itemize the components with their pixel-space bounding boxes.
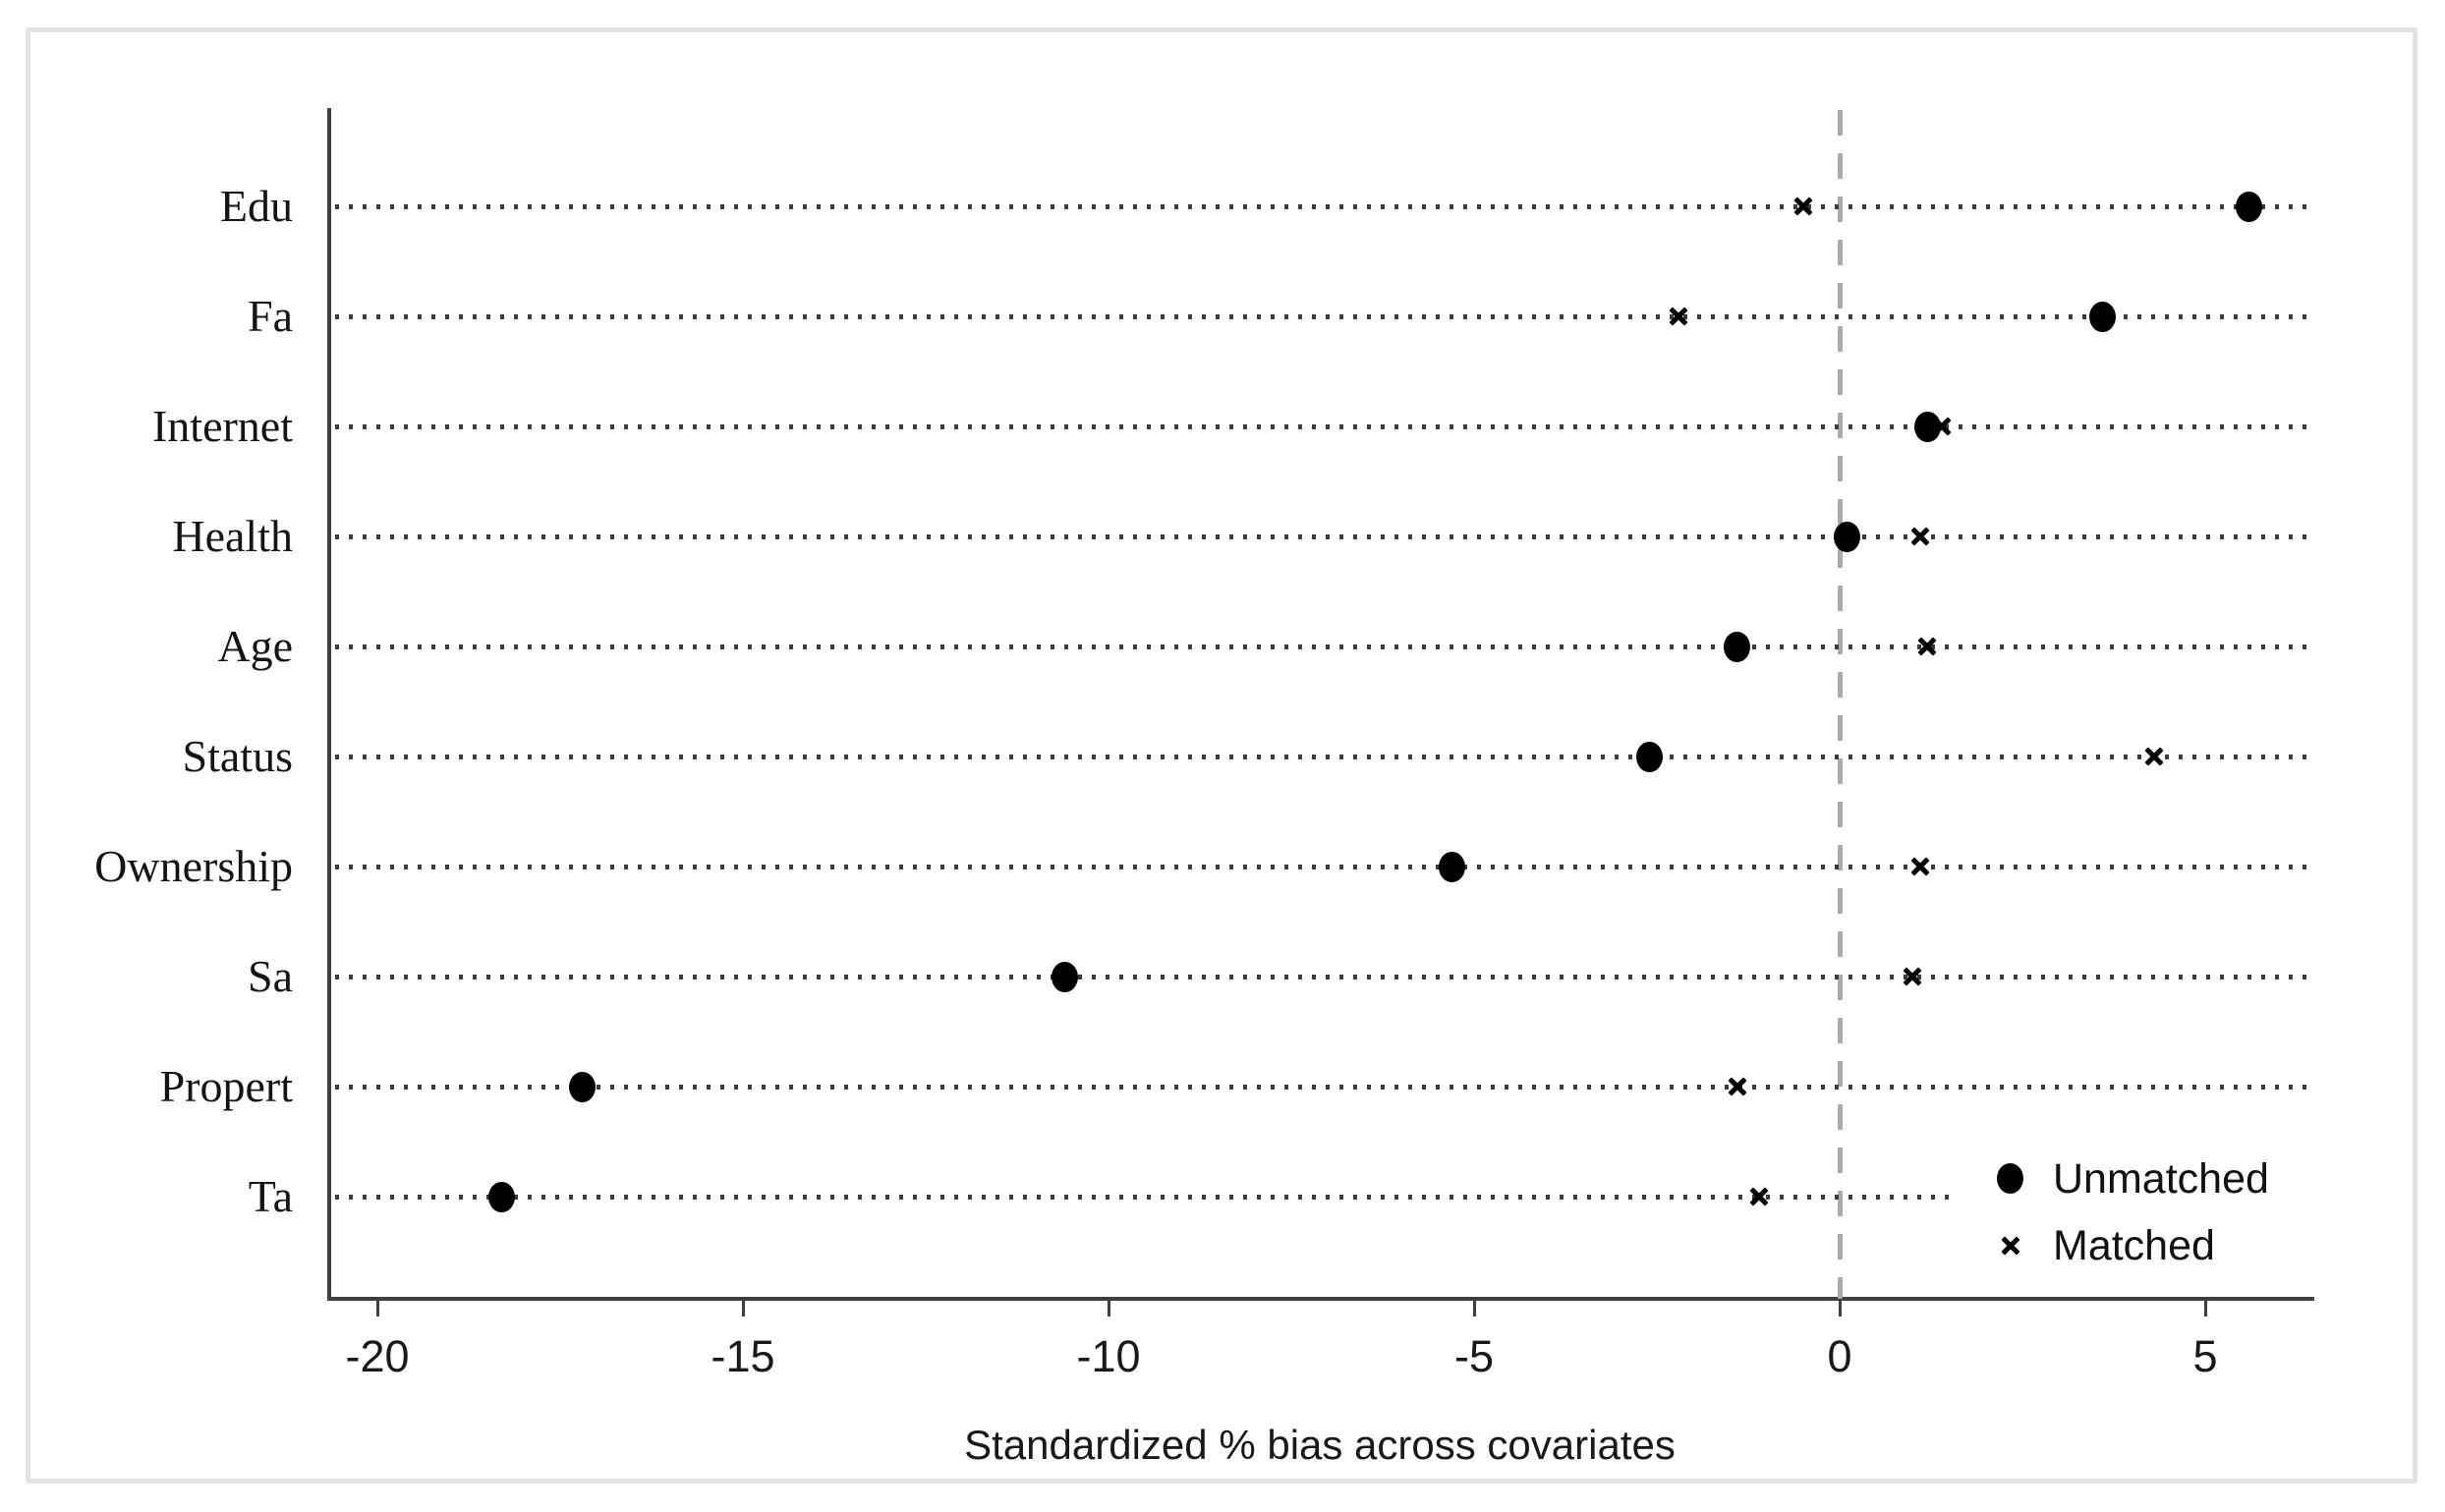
legend-label-matched: Matched [2053,1222,2215,1269]
unmatched-marker [1636,741,1664,772]
matched-marker [1902,966,1923,987]
unmatched-marker [1439,851,1466,882]
category-grid-line [335,1195,2316,1200]
legend-marker-cell [1994,1229,2027,1262]
unmatched-marker [2236,191,2263,222]
x-tick-mark [1108,1301,1110,1316]
matched-marker [1668,306,1689,327]
legend: Unmatched Matched [1949,1142,2332,1283]
category-grid-line [335,204,2316,209]
unmatched-circle-icon [1997,1163,2023,1194]
unmatched-marker [568,1071,596,1102]
category-grid-line [335,424,2316,429]
legend-item-unmatched: Unmatched [1949,1146,2332,1212]
x-tick-mark [1473,1301,1476,1316]
category-grid-line [335,975,2316,980]
category-label: Fa [248,291,293,341]
x-tick-label: 5 [2192,1331,2218,1381]
legend-label-unmatched: Unmatched [2053,1155,2269,1203]
x-axis-title: Standardized % bias across covariates [964,1422,1676,1468]
matched-marker [2143,746,2165,767]
x-tick-mark [1839,1301,1842,1316]
x-tick-mark [742,1301,745,1316]
category-label: Internet [151,401,293,451]
matched-marker [1792,196,1814,217]
matched-marker [1727,1076,1748,1097]
legend-item-matched: Matched [1949,1212,2332,1279]
x-tick-label: 0 [1827,1331,1852,1381]
category-grid-line [335,865,2316,869]
category-label: Status [182,731,293,781]
category-grid-line [335,644,2316,649]
category-label: Age [217,621,293,671]
unmatched-marker [1833,521,1860,552]
x-axis-line [327,1297,2314,1301]
unmatched-marker [487,1181,515,1212]
unmatched-marker [2089,301,2117,332]
matched-marker [1748,1186,1770,1207]
category-grid-line [335,1085,2316,1090]
unmatched-marker [1051,961,1078,992]
zero-reference-line [1838,110,1843,1299]
category-label: Edu [219,181,293,231]
y-axis-spine [327,108,331,1299]
category-label: Health [172,511,293,561]
category-label: Sa [248,951,293,1001]
x-tick-label: -15 [711,1331,775,1381]
x-tick-mark [2204,1301,2207,1316]
category-grid-line [335,534,2316,539]
category-label: Propert [159,1061,293,1111]
matched-marker [1909,856,1931,877]
x-tick-label: -20 [345,1331,410,1381]
category-label: Ownership [94,841,293,891]
category-grid-line [335,314,2316,319]
matched-x-icon [2000,1235,2021,1257]
x-tick-label: -5 [1453,1331,1494,1381]
unmatched-marker [1724,631,1751,662]
category-label: Ta [248,1171,293,1221]
matched-marker [1916,636,1938,657]
x-tick-mark [376,1301,379,1316]
legend-marker-cell [1994,1162,2027,1196]
category-grid-line [335,755,2316,759]
unmatched-marker [1913,411,1941,442]
matched-marker [1909,526,1931,547]
x-tick-label: -10 [1076,1331,1141,1381]
